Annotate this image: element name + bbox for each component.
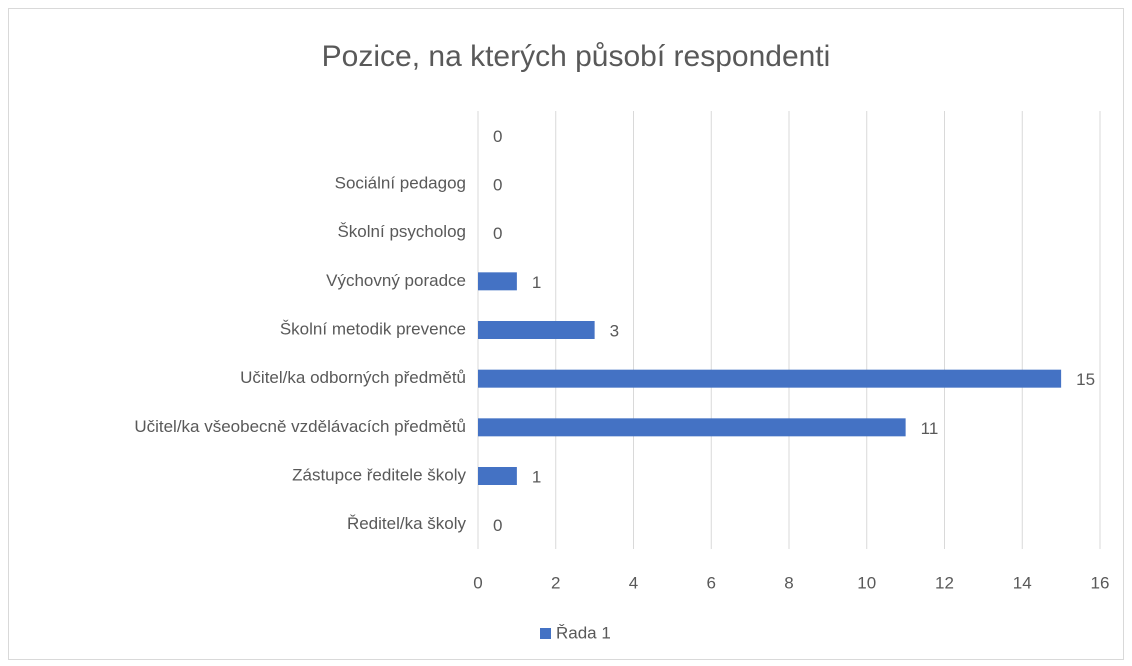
x-tick-label: 14 bbox=[1013, 573, 1032, 592]
data-label: 1 bbox=[532, 273, 541, 292]
x-tick-label: 6 bbox=[707, 573, 716, 592]
x-tick-label: 0 bbox=[473, 573, 482, 592]
y-tick-label: Učitel/ka odborných předmětů bbox=[240, 368, 466, 387]
bar bbox=[478, 272, 517, 291]
data-label: 0 bbox=[493, 516, 502, 535]
data-label: 3 bbox=[610, 321, 619, 340]
data-label: 15 bbox=[1076, 370, 1095, 389]
legend-label: Řada 1 bbox=[556, 623, 611, 642]
y-tick-label: Sociální pedagog bbox=[335, 173, 466, 192]
data-label: 1 bbox=[532, 467, 541, 486]
bar bbox=[478, 369, 1062, 388]
y-tick-label: Učitel/ka všeobecně vzdělávacích předmět… bbox=[134, 417, 466, 436]
chart-title: Pozice, na kterých působí respondenti bbox=[322, 40, 831, 73]
x-tick-label: 4 bbox=[629, 573, 638, 592]
data-label: 0 bbox=[493, 224, 502, 243]
legend-swatch bbox=[540, 628, 551, 639]
y-tick-label: Zástupce ředitele školy bbox=[292, 465, 466, 484]
bar bbox=[478, 467, 517, 485]
y-tick-label: Ředitel/ka školy bbox=[347, 514, 467, 533]
x-tick-label: 8 bbox=[784, 573, 793, 592]
y-tick-label: Školní metodik prevence bbox=[280, 319, 466, 338]
data-label: 0 bbox=[493, 127, 502, 146]
x-tick-label: 12 bbox=[935, 573, 954, 592]
y-tick-label: Školní psycholog bbox=[337, 222, 466, 241]
x-tick-label: 16 bbox=[1091, 573, 1110, 592]
y-tick-label: Výchovný poradce bbox=[326, 271, 466, 290]
x-tick-label: 2 bbox=[551, 573, 560, 592]
bar bbox=[478, 418, 906, 437]
bar bbox=[478, 321, 595, 339]
data-label: 0 bbox=[493, 175, 502, 194]
x-tick-label: 10 bbox=[857, 573, 876, 592]
data-label: 11 bbox=[921, 419, 939, 438]
